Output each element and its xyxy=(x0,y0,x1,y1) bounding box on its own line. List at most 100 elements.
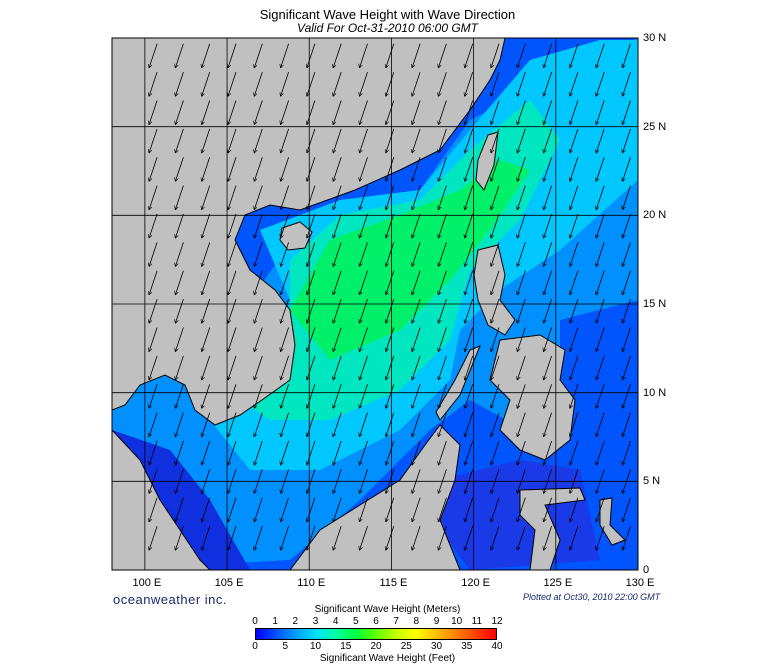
wave-direction-arrow xyxy=(307,525,316,550)
latitude-label: 20 N xyxy=(643,209,667,222)
wave-direction-arrow xyxy=(544,469,552,493)
wave-direction-arrow xyxy=(596,157,605,181)
wave-direction-arrow xyxy=(333,242,342,266)
wave-direction-arrow xyxy=(202,270,211,295)
wave-direction-arrow xyxy=(386,270,395,295)
wave-direction-arrow xyxy=(544,412,552,437)
wave-direction-arrow xyxy=(149,185,158,210)
latitude-label: 10 N xyxy=(643,386,667,399)
wave-direction-arrow xyxy=(281,213,289,238)
feet-tick: 40 xyxy=(491,641,503,652)
wave-direction-arrow xyxy=(491,213,500,238)
meters-tick: 2 xyxy=(292,616,299,627)
wave-direction-arrow xyxy=(465,185,474,210)
wave-direction-arrow xyxy=(412,384,421,408)
wave-direction-arrow xyxy=(517,242,526,266)
wave-direction-arrow xyxy=(333,100,342,124)
wave-direction-arrow xyxy=(307,185,316,210)
wave-direction-arrow xyxy=(544,497,552,522)
wave-direction-arrow xyxy=(175,242,184,266)
wave-direction-arrow xyxy=(386,128,395,153)
wave-direction-arrow xyxy=(622,298,631,323)
wave-direction-arrow xyxy=(228,242,237,266)
wave-direction-arrow xyxy=(465,71,474,96)
longitude-label: 110 E xyxy=(297,577,326,589)
wave-direction-arrow xyxy=(622,327,631,351)
wave-direction-arrow xyxy=(544,128,552,153)
latitude-label: 25 N xyxy=(643,120,667,133)
wave-direction-arrow xyxy=(175,412,184,437)
wave-direction-arrow xyxy=(570,327,579,351)
meters-tick: 3 xyxy=(312,616,319,627)
wave-direction-arrow xyxy=(149,100,158,124)
wave-direction-arrow xyxy=(359,327,368,351)
meters-tick: 10 xyxy=(451,616,463,627)
wave-direction-arrow xyxy=(386,497,395,522)
wave-direction-arrow xyxy=(149,440,158,465)
wave-direction-arrow xyxy=(202,440,211,465)
wave-direction-arrow xyxy=(465,157,474,181)
wave-direction-arrow xyxy=(281,412,289,437)
wave-direction-arrow xyxy=(465,355,474,380)
wave-direction-arrow xyxy=(596,213,605,238)
wave-direction-arrow xyxy=(281,298,289,323)
wave-direction-arrow xyxy=(228,213,237,238)
wave-direction-arrow xyxy=(281,355,289,380)
wave-direction-arrow xyxy=(359,298,368,323)
meters-tick: 5 xyxy=(353,616,359,627)
wave-direction-arrow xyxy=(438,469,447,493)
wave-direction-arrow xyxy=(281,440,289,465)
wave-direction-arrow xyxy=(491,100,500,124)
longitude-label: 130 E xyxy=(625,577,655,589)
meters-tick: 11 xyxy=(471,616,483,627)
wave-direction-arrow xyxy=(149,71,158,96)
wave-direction-arrow xyxy=(386,327,395,351)
longitude-label: 105 E xyxy=(214,577,244,589)
wave-direction-arrow xyxy=(438,412,447,437)
wave-direction-arrow xyxy=(359,497,368,522)
wave-direction-arrow xyxy=(438,384,447,408)
wave-direction-arrow xyxy=(359,213,368,238)
wave-direction-arrow xyxy=(228,185,237,210)
wave-direction-arrow xyxy=(544,525,552,550)
wave-direction-arrow xyxy=(544,355,552,380)
wave-direction-arrow xyxy=(254,185,263,210)
feet-tick: 5 xyxy=(282,641,289,652)
wave-direction-arrow xyxy=(228,384,237,408)
wave-direction-arrow xyxy=(596,242,605,266)
feet-tick: 10 xyxy=(309,641,322,652)
wave-direction-arrow xyxy=(254,270,263,295)
meters-tick: 1 xyxy=(272,616,278,627)
wave-direction-arrow xyxy=(386,157,395,181)
wave-direction-arrow xyxy=(491,497,500,522)
wave-direction-arrow xyxy=(359,157,368,181)
wave-direction-arrow xyxy=(438,100,447,124)
chart-subtitle: Valid For Oct-31-2010 06:00 GMT xyxy=(297,21,478,35)
wave-direction-arrow xyxy=(202,242,211,266)
wave-direction-arrow xyxy=(517,497,526,522)
wave-direction-arrow xyxy=(596,440,605,465)
wave-direction-arrow xyxy=(307,412,316,437)
feet-tick: 25 xyxy=(400,641,412,652)
wave-direction-arrow xyxy=(175,327,184,351)
wave-direction-arrow xyxy=(622,157,631,181)
wave-direction-arrow xyxy=(307,157,316,181)
wave-direction-arrow xyxy=(517,469,526,493)
wave-direction-arrow xyxy=(570,270,579,295)
wave-direction-arrow xyxy=(465,412,474,437)
wave-direction-arrow xyxy=(570,157,579,181)
wave-direction-arrow xyxy=(465,100,474,124)
wave-direction-arrow xyxy=(491,298,500,323)
wave-direction-arrow xyxy=(544,100,552,124)
wave-direction-arrow xyxy=(491,128,500,153)
wave-direction-arrow xyxy=(359,71,368,96)
wave-direction-arrow xyxy=(491,384,500,408)
wave-direction-arrow xyxy=(175,185,184,210)
wave-direction-arrow xyxy=(622,100,631,124)
wave-direction-arrow xyxy=(386,469,395,493)
meters-tick: 4 xyxy=(332,616,339,627)
longitude-label: 115 E xyxy=(379,577,408,589)
wave-direction-arrow xyxy=(254,327,263,351)
wave-direction-arrow xyxy=(149,213,158,238)
wave-direction-arrow xyxy=(333,469,342,493)
